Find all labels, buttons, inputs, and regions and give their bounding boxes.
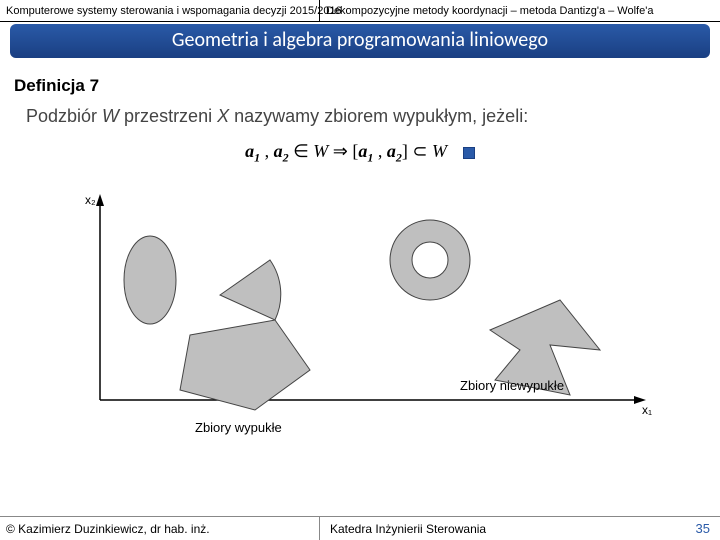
formula: a1 , a2 ∈ W ⇒ [a1 , a2] ⊂ W <box>245 141 447 166</box>
f-imp: ⇒ <box>328 141 352 161</box>
header-left: Komputerowe systemy sterowania i wspomag… <box>0 0 320 21</box>
definition-number: Definicja 7 <box>14 76 720 96</box>
def-mid1: przestrzeni <box>119 106 217 126</box>
f-W1: W <box>313 141 328 161</box>
caption-convex: Zbiory wypukłe <box>195 420 282 435</box>
f-c1: , <box>260 141 274 161</box>
formula-row: a1 , a2 ∈ W ⇒ [a1 , a2] ⊂ W <box>0 141 720 166</box>
footer-author: © Kazimierz Duzinkiewicz, dr hab. inż. <box>0 516 320 540</box>
caption-nonconvex: Zbiory niewypukłe <box>460 378 564 393</box>
def-prefix: Podzbiór <box>26 106 102 126</box>
end-of-def-icon <box>463 147 475 159</box>
figure-convex-sets: x₂ x₁ Zbiory wypukłe Zbiory niewypukłe <box>40 180 680 440</box>
def-X: X <box>217 106 229 126</box>
definition-body: Podzbiór W przestrzeni X nazywamy zbiore… <box>26 106 720 127</box>
header-row: Komputerowe systemy sterowania i wspomag… <box>0 0 720 22</box>
banner-title: Geometria i algebra programowania liniow… <box>10 24 710 58</box>
footer-page-number: 35 <box>680 516 720 540</box>
f-a4: a <box>387 141 396 161</box>
axis-x1-label: x₁ <box>642 403 652 417</box>
axis-x2-label: x₂ <box>85 193 96 207</box>
f-c2: , <box>373 141 387 161</box>
f-subset: ⊂ <box>408 141 432 161</box>
def-W: W <box>102 106 119 126</box>
f-W2: W <box>432 141 447 161</box>
f-a3: a <box>358 141 367 161</box>
footer-dept: Katedra Inżynierii Sterowania <box>320 516 680 540</box>
def-mid2: nazywamy zbiorem wypukłym, jeżeli: <box>229 106 528 126</box>
footer: © Kazimierz Duzinkiewicz, dr hab. inż. K… <box>0 516 720 540</box>
f-a2: a <box>274 141 283 161</box>
figure-svg: x₂ x₁ Zbiory wypukłe Zbiory niewypukłe <box>40 180 680 440</box>
f-in: ∈ <box>289 141 314 161</box>
f-a1: a <box>245 141 254 161</box>
header-right: Dekompozycyjne metody koordynacji – meto… <box>320 0 720 21</box>
